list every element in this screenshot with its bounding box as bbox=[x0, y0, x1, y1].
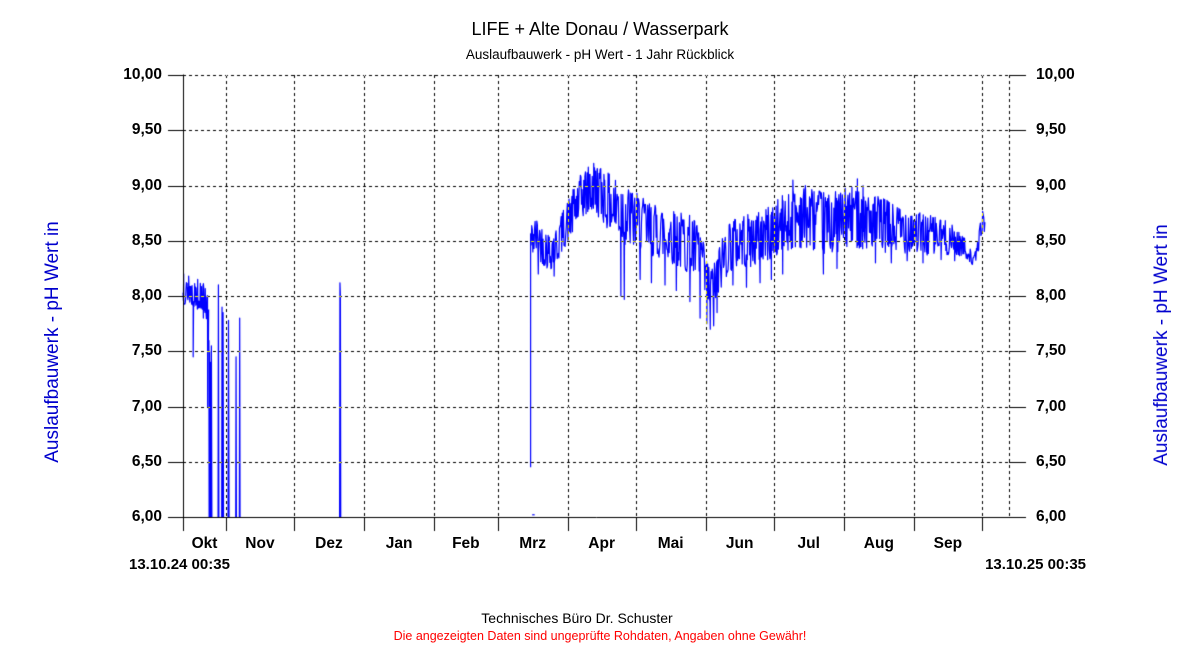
x-axis-month-label: Mrz bbox=[519, 535, 546, 552]
y-axis-tick-label-left: 7,00 bbox=[131, 397, 162, 415]
y-axis-tick-label-right: 9,00 bbox=[1036, 176, 1067, 194]
x-axis-month-label: Jan bbox=[385, 535, 413, 552]
x-axis-month-label: Mai bbox=[657, 535, 684, 552]
x-axis-month-label: Aug bbox=[863, 535, 894, 552]
y-axis-tick-label-right: 7,50 bbox=[1036, 342, 1067, 360]
y-axis-tick-label-right: 10,00 bbox=[1036, 66, 1075, 83]
x-axis-month-label: Jun bbox=[725, 535, 754, 552]
chart-subtitle: Auslaufbauwerk - pH Wert - 1 Jahr Rückbl… bbox=[465, 47, 735, 62]
y-axis-tick-label-left: 9,00 bbox=[131, 176, 162, 194]
y-axis-tick-label-right: 6,00 bbox=[1036, 508, 1067, 525]
x-axis-end-date: 13.10.25 00:35 bbox=[985, 556, 1086, 573]
x-axis-month-label: Apr bbox=[588, 535, 615, 552]
x-axis-month-label: Sep bbox=[933, 535, 963, 552]
y-axis-right-title: Auslaufbauwerk - pH Wert in bbox=[1151, 224, 1172, 466]
y-axis-tick-label-right: 9,50 bbox=[1036, 121, 1067, 139]
y-axis-tick-label-left: 8,00 bbox=[131, 287, 162, 304]
x-axis-month-label: Feb bbox=[452, 535, 480, 552]
x-axis-month-label: Dez bbox=[315, 535, 343, 552]
x-axis-month-label: Nov bbox=[245, 535, 275, 552]
x-axis-month-label: Jul bbox=[797, 535, 820, 552]
y-axis-tick-label-left: 6,50 bbox=[131, 452, 162, 470]
footer-disclaimer: Die angezeigten Daten sind ungeprüfte Ro… bbox=[393, 629, 807, 643]
y-axis-tick-label-right: 6,50 bbox=[1036, 452, 1067, 470]
y-axis-left-title: Auslaufbauwerk - pH Wert in bbox=[42, 221, 63, 463]
y-axis-tick-label-right: 7,00 bbox=[1036, 397, 1067, 415]
x-axis-month-label: Okt bbox=[191, 535, 218, 552]
y-axis-tick-label-left: 10,00 bbox=[123, 66, 162, 83]
y-axis-tick-label-right: 8,50 bbox=[1036, 231, 1067, 249]
y-axis-tick-label-left: 8,50 bbox=[131, 231, 162, 249]
footer-company: Technisches Büro Dr. Schuster bbox=[481, 610, 673, 626]
y-axis-tick-label-left: 7,50 bbox=[131, 342, 162, 360]
y-axis-tick-label-left: 6,00 bbox=[131, 508, 162, 525]
x-axis-start-date: 13.10.24 00:35 bbox=[129, 556, 230, 573]
y-axis-tick-label-left: 9,50 bbox=[131, 121, 162, 139]
y-axis-tick-label-right: 8,00 bbox=[1036, 287, 1067, 304]
chart-title: LIFE + Alte Donau / Wasserpark bbox=[471, 19, 729, 39]
